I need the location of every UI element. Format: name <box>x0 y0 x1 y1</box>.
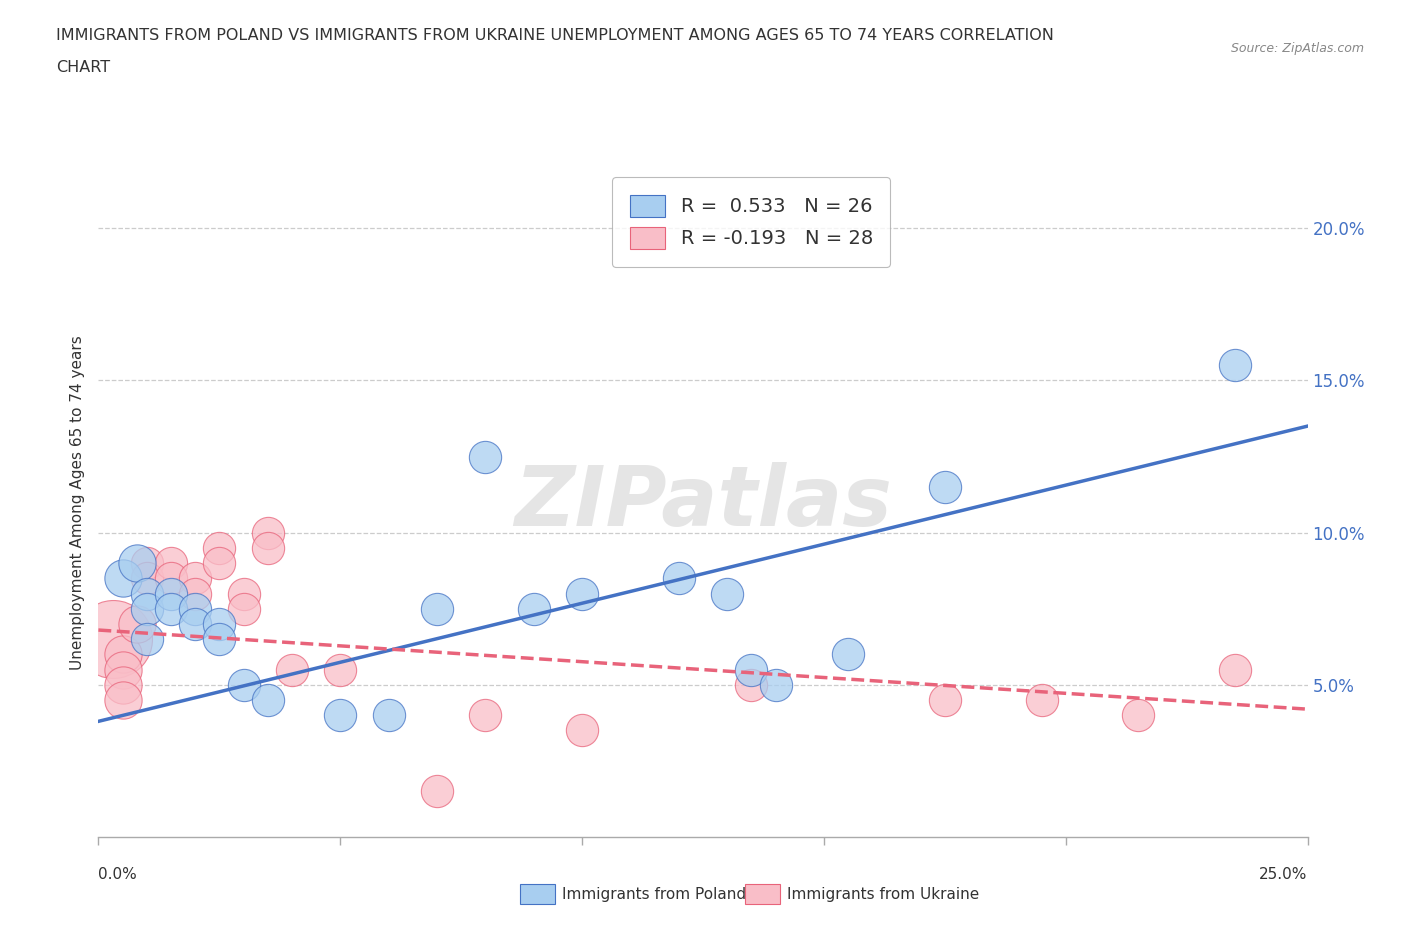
Point <box>668 571 690 586</box>
Point <box>256 525 278 540</box>
Point <box>101 631 124 646</box>
Text: Immigrants from Ukraine: Immigrants from Ukraine <box>787 887 980 902</box>
Point <box>377 708 399 723</box>
Text: 25.0%: 25.0% <box>1260 867 1308 882</box>
Point <box>934 693 956 708</box>
Point <box>208 617 231 631</box>
Point <box>135 571 157 586</box>
Point <box>184 571 207 586</box>
Point <box>740 677 762 692</box>
Point <box>571 723 593 737</box>
Point <box>127 555 149 570</box>
Point <box>837 647 859 662</box>
Point <box>111 693 134 708</box>
Text: IMMIGRANTS FROM POLAND VS IMMIGRANTS FROM UKRAINE UNEMPLOYMENT AMONG AGES 65 TO : IMMIGRANTS FROM POLAND VS IMMIGRANTS FRO… <box>56 28 1054 43</box>
Point <box>208 555 231 570</box>
Point <box>1223 662 1246 677</box>
Point <box>184 617 207 631</box>
Point <box>740 662 762 677</box>
Text: ZIPatlas: ZIPatlas <box>515 461 891 543</box>
Point <box>765 677 787 692</box>
Point <box>571 586 593 601</box>
Point <box>135 631 157 646</box>
Point <box>135 555 157 570</box>
Point <box>716 586 738 601</box>
Point <box>111 571 134 586</box>
Point <box>256 540 278 555</box>
Point <box>1031 693 1053 708</box>
Text: Source: ZipAtlas.com: Source: ZipAtlas.com <box>1230 42 1364 55</box>
Point <box>184 602 207 617</box>
Point <box>127 617 149 631</box>
Point <box>426 784 449 799</box>
Point <box>160 571 183 586</box>
Point <box>111 647 134 662</box>
Point <box>232 677 254 692</box>
Text: Immigrants from Poland: Immigrants from Poland <box>562 887 747 902</box>
Point <box>111 662 134 677</box>
Point <box>474 708 496 723</box>
Point <box>1128 708 1150 723</box>
Point <box>111 677 134 692</box>
Y-axis label: Unemployment Among Ages 65 to 74 years: Unemployment Among Ages 65 to 74 years <box>69 335 84 670</box>
Point <box>184 586 207 601</box>
Point <box>135 586 157 601</box>
Text: CHART: CHART <box>56 60 110 75</box>
Text: 0.0%: 0.0% <box>98 867 138 882</box>
Point <box>208 540 231 555</box>
Point <box>256 693 278 708</box>
Point <box>281 662 304 677</box>
Point <box>160 586 183 601</box>
Point <box>160 555 183 570</box>
Point <box>160 602 183 617</box>
Point <box>232 602 254 617</box>
Point <box>1223 358 1246 373</box>
Point <box>523 602 546 617</box>
Point <box>329 708 352 723</box>
Point <box>208 631 231 646</box>
Point <box>474 449 496 464</box>
Point <box>934 480 956 495</box>
Point <box>426 602 449 617</box>
Point <box>135 602 157 617</box>
Point <box>329 662 352 677</box>
Legend: R =  0.533   N = 26, R = -0.193   N = 28: R = 0.533 N = 26, R = -0.193 N = 28 <box>613 177 890 267</box>
Point <box>232 586 254 601</box>
